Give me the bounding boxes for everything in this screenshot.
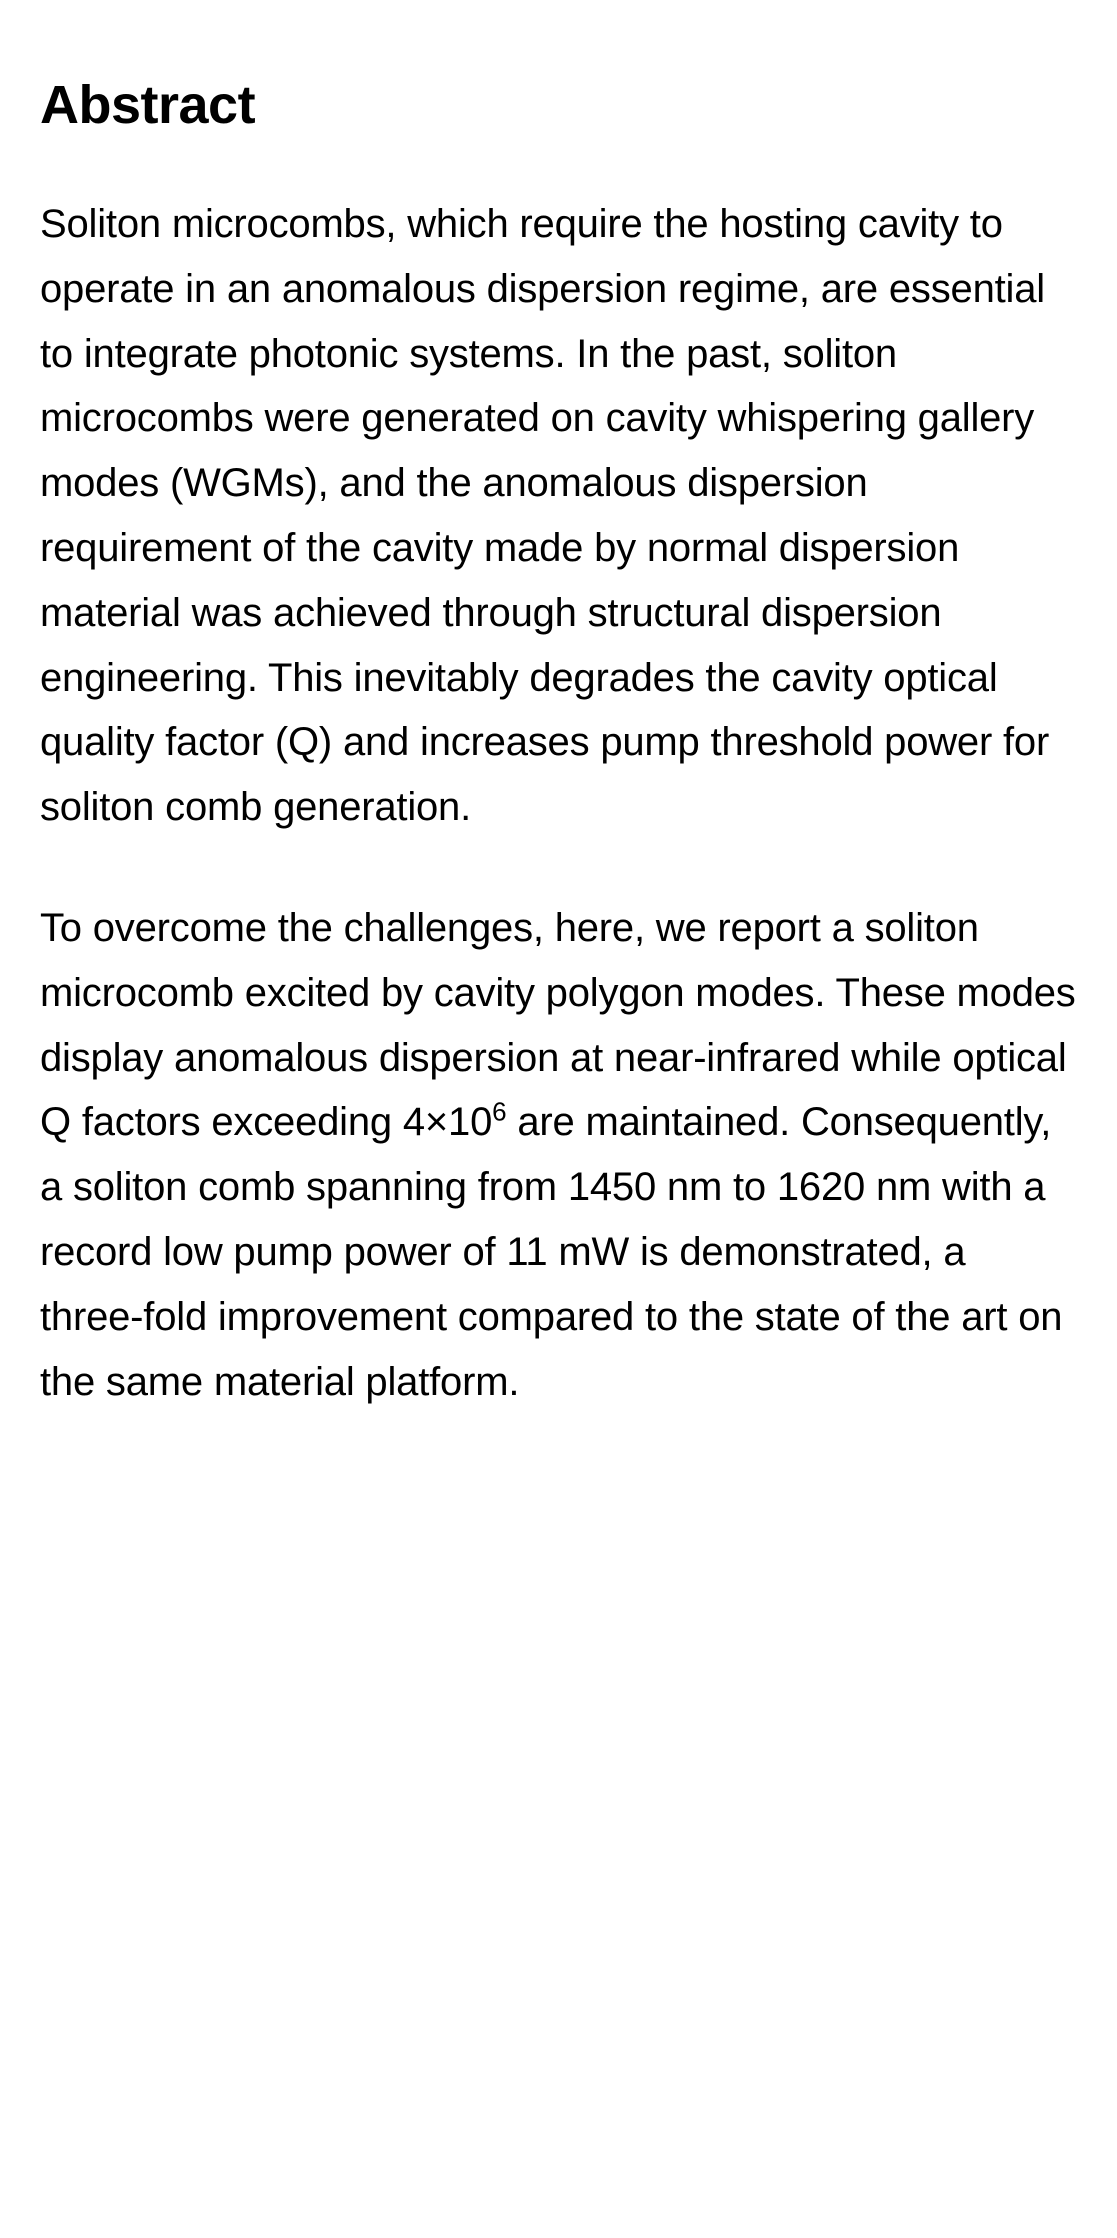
abstract-paragraph-2: To overcome the challenges, here, we rep… [40,896,1077,1414]
abstract-paragraph-1: Soliton microcombs, which require the ho… [40,192,1077,840]
paragraph-2-part-2: are maintained. Consequently, a soliton … [40,1100,1062,1403]
abstract-heading: Abstract [40,74,1077,136]
superscript-exponent: 6 [492,1097,506,1127]
